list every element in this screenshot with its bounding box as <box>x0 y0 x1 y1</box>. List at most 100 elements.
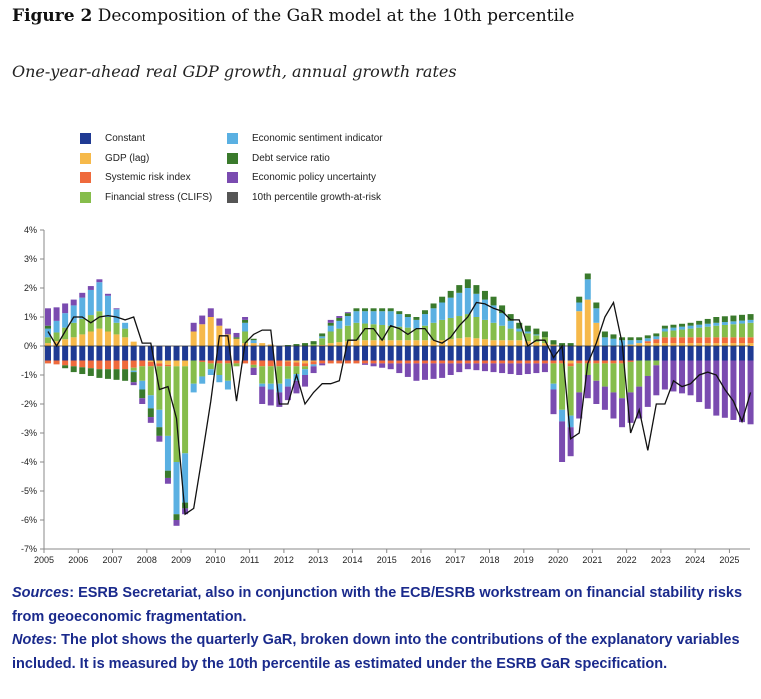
bar-segment <box>481 290 488 300</box>
bar-segment <box>747 322 754 338</box>
bar-segment <box>679 337 686 344</box>
bar-segment <box>696 324 703 328</box>
bar-segment <box>242 322 249 332</box>
bar-segment <box>224 380 231 390</box>
bar-segment <box>430 340 437 346</box>
bar-segment <box>87 360 94 369</box>
bar-segment <box>584 299 591 346</box>
bar-segment <box>156 346 163 361</box>
bar-segment <box>730 315 737 322</box>
bar-segment <box>319 360 326 364</box>
bar-segment <box>302 360 309 364</box>
bar-segment <box>113 308 120 310</box>
bar-segment <box>293 362 300 367</box>
bar-segment <box>233 360 240 364</box>
bar-segment <box>636 343 643 346</box>
bar-segment <box>267 383 274 390</box>
bar-segment <box>653 360 660 366</box>
bar-segment <box>627 344 634 346</box>
bar-segment <box>182 360 189 367</box>
bar-segment <box>362 323 369 341</box>
bar-segment <box>344 325 351 342</box>
x-tick-label: 2015 <box>377 555 397 565</box>
bar-segment <box>679 323 686 327</box>
bar-segment <box>670 346 677 361</box>
x-tick-label: 2010 <box>205 555 225 565</box>
bar-segment <box>96 328 103 346</box>
bar-segment <box>636 346 643 361</box>
bar-segment <box>456 292 463 317</box>
bar-segment <box>70 337 77 346</box>
bar-segment <box>507 328 514 341</box>
bar-segment <box>139 346 146 361</box>
bar-segment <box>173 514 180 520</box>
bar-segment <box>601 331 608 338</box>
bar-segment <box>79 367 86 375</box>
bar-segment <box>344 341 351 346</box>
bar-segment <box>302 363 309 367</box>
bar-segment <box>593 360 600 364</box>
bar-segment <box>516 328 523 332</box>
bar-segment <box>233 346 240 361</box>
bar-segment <box>319 336 326 339</box>
bar-segment <box>747 343 754 346</box>
bar-segment <box>584 363 591 375</box>
chart: 4% 3% 2% 1% 0% -1% -2% -3% -4% -5% -6% -7%2005 2006 2… <box>21 225 754 565</box>
bar-segment <box>259 366 266 384</box>
bar-segment <box>62 346 69 361</box>
bar-segment <box>224 360 231 364</box>
y-tick-label: -4% <box>21 457 37 467</box>
bar-segment <box>447 346 454 361</box>
bar-segment <box>302 369 309 375</box>
bar-segment <box>267 360 274 367</box>
bar-segment <box>653 333 660 337</box>
bar-segment <box>147 417 154 423</box>
bar-segment <box>721 343 728 346</box>
bar-segment <box>644 335 651 339</box>
bar-segment <box>310 346 317 361</box>
bar-segment <box>327 331 334 344</box>
bar-segment <box>704 346 711 361</box>
bar-segment <box>601 386 608 410</box>
bar-segment <box>584 346 591 361</box>
bar-segment <box>619 398 626 428</box>
bar-segment <box>490 346 497 361</box>
bar-segment <box>139 398 146 404</box>
bar-segment <box>216 360 223 364</box>
bar-segment <box>344 316 351 326</box>
notes-label: Notes <box>12 632 53 648</box>
bar-segment <box>610 392 617 419</box>
bar-segment <box>721 322 728 325</box>
bar-segment <box>276 360 283 367</box>
bar-segment <box>653 336 660 340</box>
bar-segment <box>96 360 103 370</box>
bar-segment <box>353 308 360 312</box>
bar-segment <box>70 305 77 323</box>
bar-segment <box>541 331 548 338</box>
legend-swatch <box>227 192 238 203</box>
bar-segment <box>610 360 617 364</box>
bar-segment <box>139 380 146 390</box>
bar-segment <box>122 322 129 329</box>
bar-segment <box>516 340 523 346</box>
bar-segment <box>559 363 566 410</box>
bar-segment <box>473 293 480 317</box>
bar-segment <box>661 343 668 346</box>
bar-segment <box>344 313 351 317</box>
bar-segment <box>421 310 428 315</box>
bar-segment <box>559 360 566 364</box>
bar-segment <box>122 328 129 338</box>
bar-segment <box>567 346 574 361</box>
bar-segment <box>524 360 531 364</box>
bar-segment <box>293 346 300 361</box>
bar-segment <box>319 345 326 346</box>
bar-segment <box>524 333 531 342</box>
bar-segment <box>567 415 574 428</box>
bar-segment <box>661 331 668 338</box>
bar-segment <box>310 361 317 365</box>
bar-segment <box>507 360 514 364</box>
bar-segment <box>499 363 506 374</box>
y-tick-label: 2% <box>24 283 37 293</box>
bar-segment <box>490 360 497 364</box>
legend-item: Economic policy uncertainty <box>227 172 376 183</box>
